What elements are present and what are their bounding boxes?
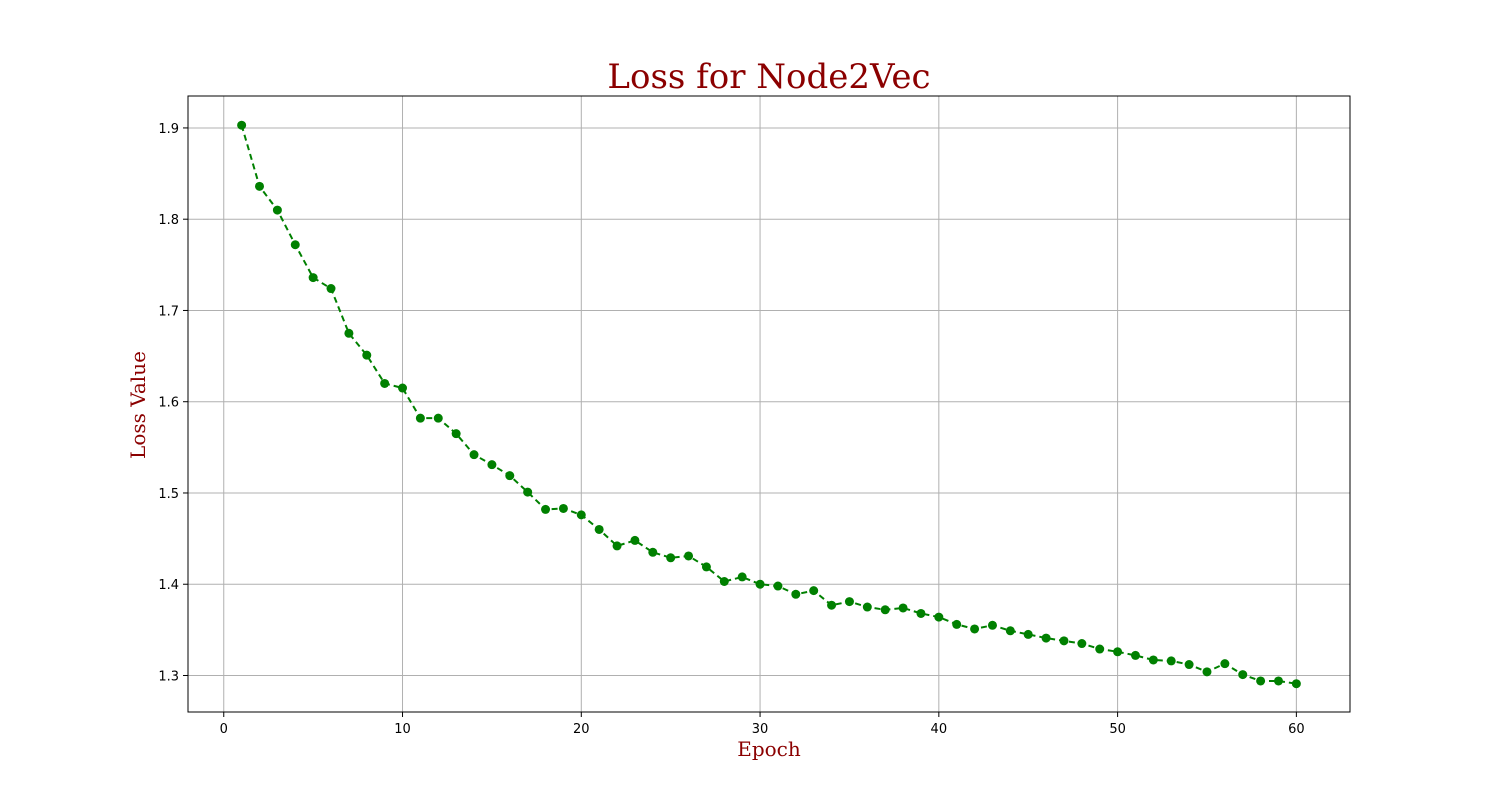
data-point	[415, 413, 425, 423]
data-point	[1166, 656, 1176, 666]
data-point	[505, 471, 515, 481]
data-point	[791, 589, 801, 599]
data-point	[1148, 655, 1158, 665]
data-point	[558, 503, 568, 513]
data-point	[272, 205, 282, 215]
data-point	[630, 535, 640, 545]
plot-frame	[187, 95, 1351, 713]
data-point	[934, 612, 944, 622]
x-tick-label: 50	[1109, 722, 1126, 737]
data-point	[684, 551, 694, 561]
data-point	[987, 620, 997, 630]
data-point	[523, 487, 533, 497]
data-point	[1077, 639, 1087, 649]
data-point	[308, 273, 318, 283]
data-point	[1184, 660, 1194, 670]
data-point	[916, 608, 926, 618]
data-point	[576, 510, 586, 520]
data-point	[1005, 626, 1015, 636]
data-point	[755, 579, 765, 589]
data-point	[469, 450, 479, 460]
data-point	[952, 619, 962, 629]
y-tick-label: 1.5	[158, 487, 179, 502]
data-point	[880, 605, 890, 615]
loss-series-line	[240, 124, 1297, 685]
data-point	[1023, 629, 1033, 639]
data-point	[237, 120, 247, 130]
data-point	[701, 562, 711, 572]
data-point	[541, 504, 551, 514]
data-point	[433, 413, 443, 423]
data-point	[666, 553, 676, 563]
y-tick-label: 1.6	[158, 396, 179, 411]
y-tick-label: 1.9	[158, 122, 179, 137]
y-tick-label: 1.8	[158, 213, 179, 228]
data-point	[844, 597, 854, 607]
data-point	[344, 328, 354, 338]
data-point	[362, 350, 372, 360]
data-point	[719, 576, 729, 586]
data-point	[1220, 659, 1230, 669]
data-point	[1041, 633, 1051, 643]
data-point	[827, 600, 837, 610]
data-point	[862, 602, 872, 612]
data-point	[898, 603, 908, 613]
data-point	[737, 572, 747, 582]
data-point	[380, 378, 390, 388]
chart-title: Loss for Node2Vec	[607, 57, 930, 97]
data-point	[290, 240, 300, 250]
y-tick-label: 1.3	[158, 669, 179, 684]
y-tick-label: 1.7	[158, 304, 179, 319]
loss-series-points	[237, 120, 1301, 689]
x-axis-ticks: 0 10 20 30 40 50 60	[220, 712, 1305, 737]
data-point	[648, 547, 658, 557]
y-tick-label: 1.4	[158, 578, 179, 593]
data-point	[255, 181, 265, 191]
x-tick-label: 0	[220, 722, 228, 737]
data-point	[1095, 644, 1105, 654]
data-point	[1130, 650, 1140, 660]
x-tick-label: 30	[752, 722, 769, 737]
data-point	[612, 541, 622, 551]
y-axis-ticks: 1.3 1.4 1.5 1.6 1.7 1.8 1.9	[158, 122, 188, 684]
data-point	[487, 460, 497, 470]
x-axis-label: Epoch	[737, 737, 801, 761]
data-point	[1256, 676, 1266, 686]
data-point	[1059, 636, 1069, 646]
data-point	[1202, 667, 1212, 677]
data-point	[970, 624, 980, 634]
data-point	[594, 524, 604, 534]
data-point	[326, 284, 336, 294]
data-point	[451, 429, 461, 439]
data-point	[809, 586, 819, 596]
x-tick-label: 60	[1288, 722, 1305, 737]
data-point	[773, 581, 783, 591]
data-point	[398, 383, 408, 393]
data-point	[1238, 670, 1248, 680]
data-point	[1291, 679, 1301, 689]
x-tick-label: 10	[394, 722, 411, 737]
data-point	[1113, 647, 1123, 657]
x-tick-label: 40	[931, 722, 948, 737]
data-point	[1273, 676, 1283, 686]
x-tick-label: 20	[573, 722, 590, 737]
grid-lines	[188, 96, 1350, 712]
y-axis-label: Loss Value	[126, 351, 150, 459]
